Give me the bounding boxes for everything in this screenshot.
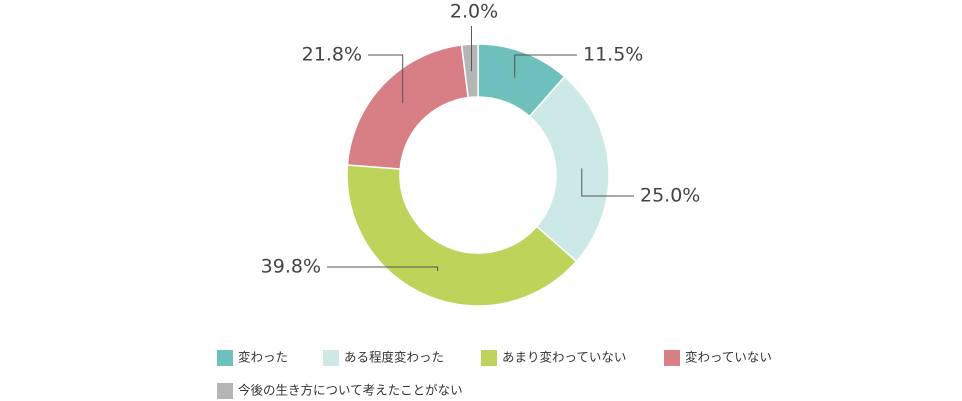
legend-swatch: [217, 383, 233, 399]
value-label: 21.8%: [302, 44, 362, 66]
legend-swatch: [217, 350, 233, 366]
legend-swatch: [664, 350, 680, 366]
value-label: 2.0%: [450, 1, 498, 23]
leader-line: [514, 54, 577, 78]
donut-slice: [346, 44, 470, 170]
leader-line: [327, 266, 439, 271]
donut-slice: [460, 43, 479, 99]
value-label: 25.0%: [640, 185, 700, 207]
leader-line: [368, 54, 404, 104]
donut-slice: [346, 164, 578, 307]
legend-label: 変わっていない: [685, 350, 772, 365]
legend-label: あまり変わっていない: [502, 350, 626, 365]
value-label: 11.5%: [583, 44, 643, 66]
legend-swatch: [323, 350, 339, 366]
donut-slice: [528, 75, 610, 263]
legend-swatch: [481, 350, 497, 366]
legend-label: 変わった: [238, 350, 288, 365]
value-label: 39.8%: [261, 256, 321, 278]
legend-label: ある程度変わった: [344, 350, 444, 365]
leader-line: [581, 168, 634, 197]
legend-label: 今後の生き方について考えたことがない: [238, 383, 463, 398]
